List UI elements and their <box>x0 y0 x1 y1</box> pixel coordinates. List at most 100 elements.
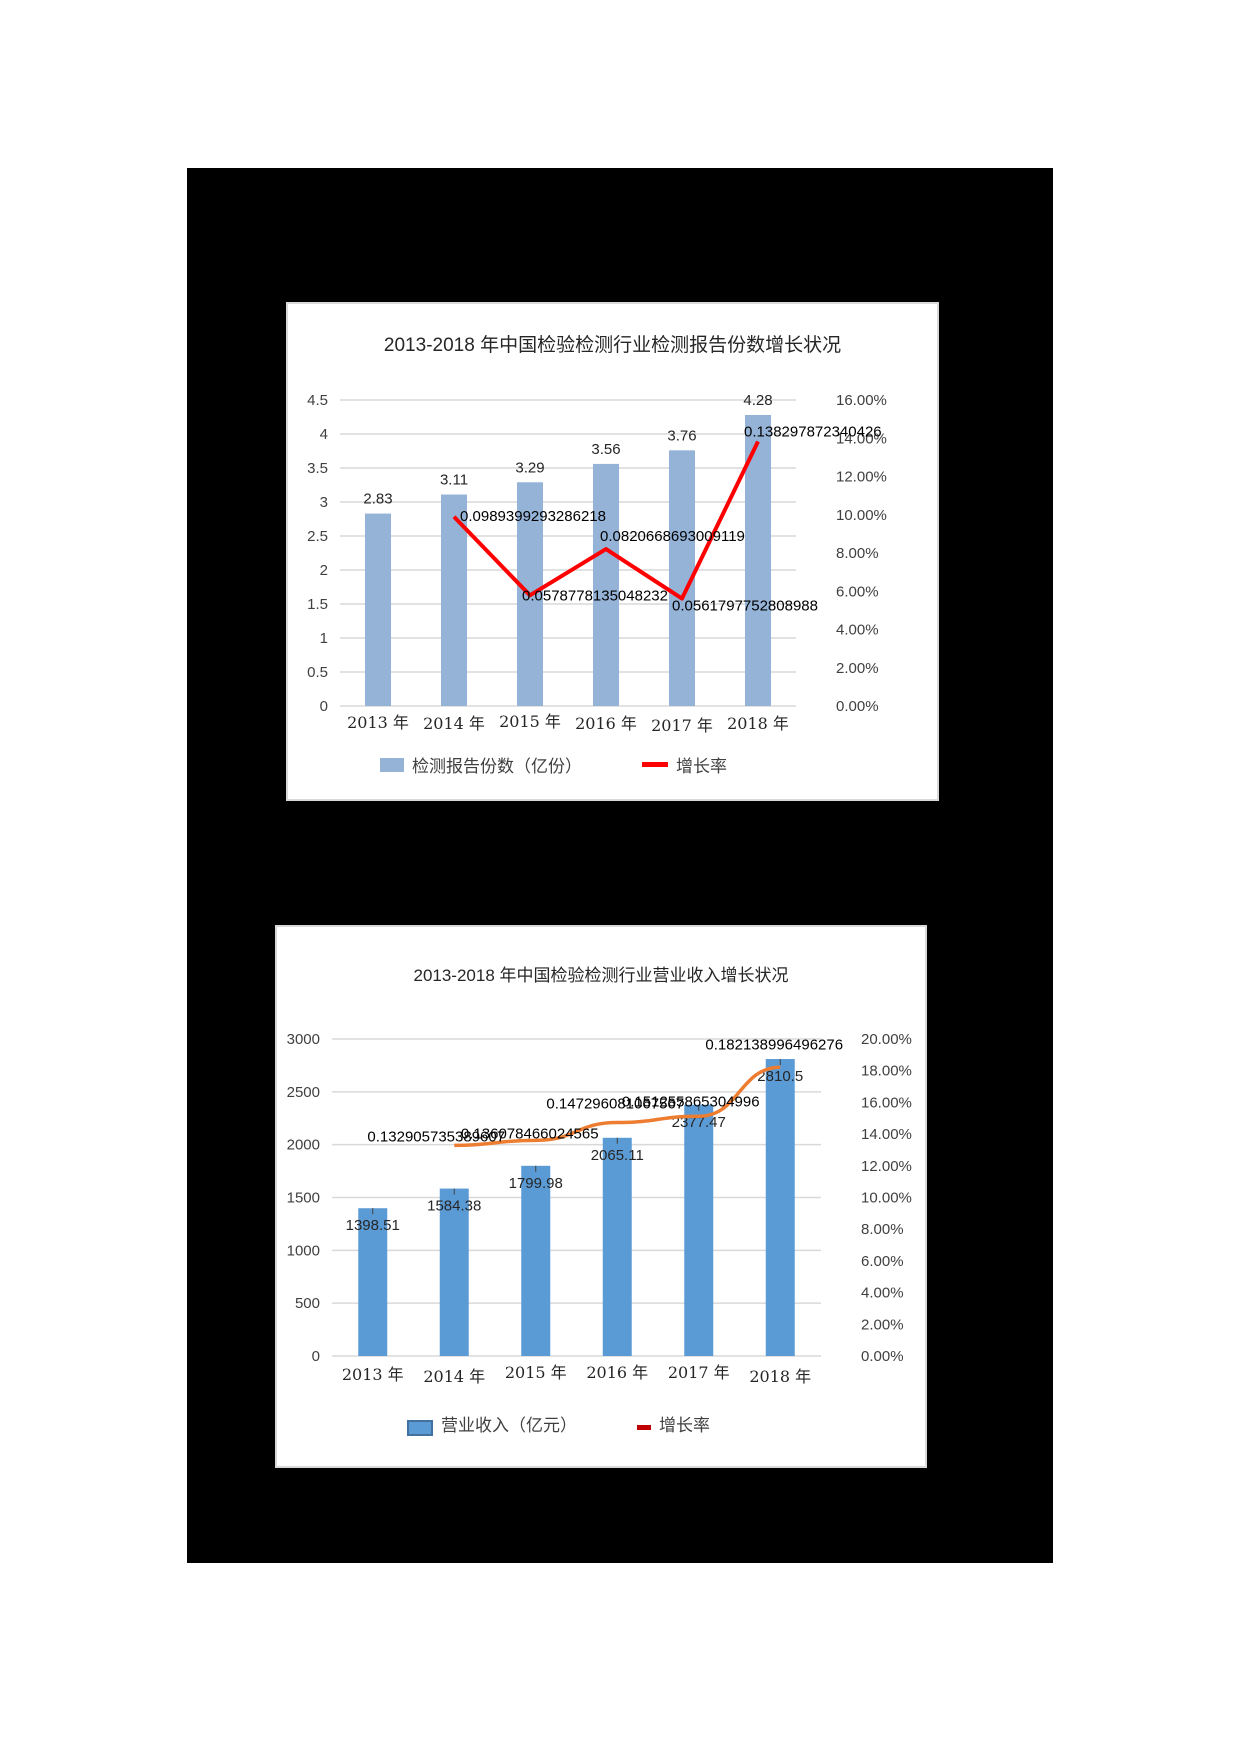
right-axis-tick: 4.00% <box>836 622 879 639</box>
bar <box>439 1188 469 1356</box>
bar-value-label: 3.29 <box>515 459 544 476</box>
left-axis-tick: 500 <box>295 1295 320 1312</box>
bar-value-label: 2810.5 <box>757 1068 803 1085</box>
category-label: 2015 年 <box>499 712 561 731</box>
right-axis-tick: 0.00% <box>861 1348 904 1365</box>
chart-legend: 营业收入（亿元） 增长率 <box>407 1411 770 1436</box>
right-axis-tick: 10.00% <box>836 507 887 524</box>
revenue-chart: 2013-2018 年中国检验检测行业营业收入增长状况 0 500 1000 1500… <box>275 925 927 1468</box>
category-label: 2017 年 <box>651 716 713 735</box>
right-axis-tick: 14.00% <box>836 430 887 447</box>
category-label: 2017 年 <box>668 1363 730 1382</box>
chart-plot-area: 0 0.5 1 1.5 2 2.5 3 3.5 4 4.5 0.00% 2.00% 4.00% 6.00%… <box>307 392 887 735</box>
bar <box>765 1059 795 1356</box>
left-axis-tick: 4.5 <box>307 392 328 409</box>
right-axis-tick: 8.00% <box>861 1221 904 1238</box>
right-axis-tick: 6.00% <box>836 583 879 600</box>
category-label: 2016 年 <box>586 1363 648 1382</box>
category-label: 2016 年 <box>575 714 637 733</box>
left-axis-tick: 1000 <box>287 1242 320 1259</box>
bar-value-label: 4.28 <box>743 392 772 409</box>
bar <box>358 1208 388 1356</box>
chart-legend: 检测报告份数（亿份） 增长率 <box>380 752 787 777</box>
legend-item-bar: 营业收入（亿元） <box>407 1411 577 1436</box>
category-label: 2014 年 <box>423 714 485 733</box>
legend-item-bar: 检测报告份数（亿份） <box>380 752 582 777</box>
left-axis-tick: 3000 <box>287 1031 320 1048</box>
legend-label: 检测报告份数（亿份） <box>412 757 582 777</box>
right-axis-tick: 12.00% <box>861 1158 912 1175</box>
growth-rate-label: 0.0820668693009119 <box>600 528 745 545</box>
left-axis-tick: 4 <box>320 426 328 443</box>
legend-label: 增长率 <box>659 1416 710 1436</box>
growth-rate-label: 0.147296081067567 <box>546 1096 684 1113</box>
right-axis-tick: 14.00% <box>861 1126 912 1143</box>
left-axis-tick: 1500 <box>287 1190 320 1207</box>
bar-value-label: 1799.98 <box>509 1175 563 1192</box>
growth-rate-label: 0.0578778135048232 <box>522 587 668 604</box>
left-axis-tick: 2.5 <box>307 528 328 545</box>
right-axis-tick: 0.00% <box>836 698 879 715</box>
growth-rate-label: 0.151255865304996 <box>622 1093 760 1110</box>
bar <box>602 1137 632 1356</box>
growth-rate-line <box>452 440 760 601</box>
bar-swatch-icon <box>380 757 404 772</box>
bar <box>593 463 619 706</box>
bar <box>441 494 467 706</box>
growth-rate-label: 0.0989399293286218 <box>460 508 606 525</box>
left-axis-tick: 0.5 <box>307 664 328 681</box>
legend-label: 增长率 <box>676 757 727 777</box>
left-axis-tick: 0 <box>312 1348 320 1365</box>
left-axis-tick: 3 <box>320 494 328 511</box>
bar-swatch-icon <box>407 1419 433 1436</box>
category-label: 2018 年 <box>727 714 789 733</box>
left-axis-tick: 1.5 <box>307 596 328 613</box>
right-axis-tick: 18.00% <box>861 1063 912 1080</box>
bar-value-label: 3.11 <box>440 472 468 489</box>
growth-rate-label: 0.0561797752808988 <box>672 598 818 615</box>
right-axis-tick: 16.00% <box>861 1094 912 1111</box>
bar <box>684 1104 714 1356</box>
bar-value-label: 3.76 <box>667 427 696 444</box>
bar-value-label: 2.83 <box>363 491 392 508</box>
legend-item-line: 增长率 <box>637 1411 710 1436</box>
bar-value-label: 1398.51 <box>346 1217 400 1234</box>
left-axis-tick: 1 <box>320 630 328 647</box>
category-label: 2013 年 <box>342 1365 404 1384</box>
category-label: 2015 年 <box>505 1363 567 1382</box>
right-axis-tick: 16.00% <box>836 392 887 409</box>
chart-title: 2013-2018 年中国检验检测行业营业收入增长状况 <box>413 966 789 985</box>
right-axis-tick: 8.00% <box>836 545 879 562</box>
legend-label: 营业收入（亿元） <box>441 1416 577 1436</box>
right-axis-tick: 2.00% <box>836 660 879 677</box>
bar <box>365 513 391 706</box>
left-axis-tick: 2000 <box>287 1137 320 1154</box>
category-label: 2014 年 <box>423 1367 485 1386</box>
right-axis-tick: 10.00% <box>861 1190 912 1207</box>
category-label: 2013 年 <box>347 713 409 732</box>
category-label: 2018 年 <box>749 1367 811 1386</box>
chart-title: 2013-2018 年中国检验检测行业检测报告份数增长状况 <box>383 335 842 356</box>
bar-value-label: 3.56 <box>591 441 620 458</box>
chart-plot-area: 0 500 1000 1500 2000 2500 3000 0.00% 2.00% 4.00% 6… <box>287 1031 912 1386</box>
right-axis-tick: 4.00% <box>861 1285 904 1302</box>
right-axis-tick: 2.00% <box>861 1316 904 1333</box>
line-swatch-icon <box>642 762 668 767</box>
right-axis-tick: 20.00% <box>861 1031 912 1048</box>
right-axis-tick: 6.00% <box>861 1253 904 1270</box>
left-axis-tick: 2500 <box>287 1084 320 1101</box>
growth-rate-label: 0.138297872340426 <box>744 424 882 441</box>
bar-value-label: 1584.38 <box>427 1198 481 1215</box>
legend-item-line: 增长率 <box>642 752 727 777</box>
growth-rate-line <box>454 1065 781 1148</box>
bar-value-label: 2065.11 <box>591 1147 644 1164</box>
growth-rate-label: 0.182138996496276 <box>705 1036 843 1053</box>
left-axis-tick: 0 <box>320 698 328 715</box>
growth-rate-label: 0.132905735389607 <box>367 1128 505 1145</box>
growth-rate-label: 0.136078466024565 <box>461 1125 599 1142</box>
left-axis-tick: 3.5 <box>307 460 328 477</box>
right-axis-tick: 12.00% <box>836 469 887 486</box>
line-swatch-icon <box>637 1425 651 1430</box>
bar <box>521 1165 551 1356</box>
left-axis-tick: 2 <box>320 562 328 579</box>
